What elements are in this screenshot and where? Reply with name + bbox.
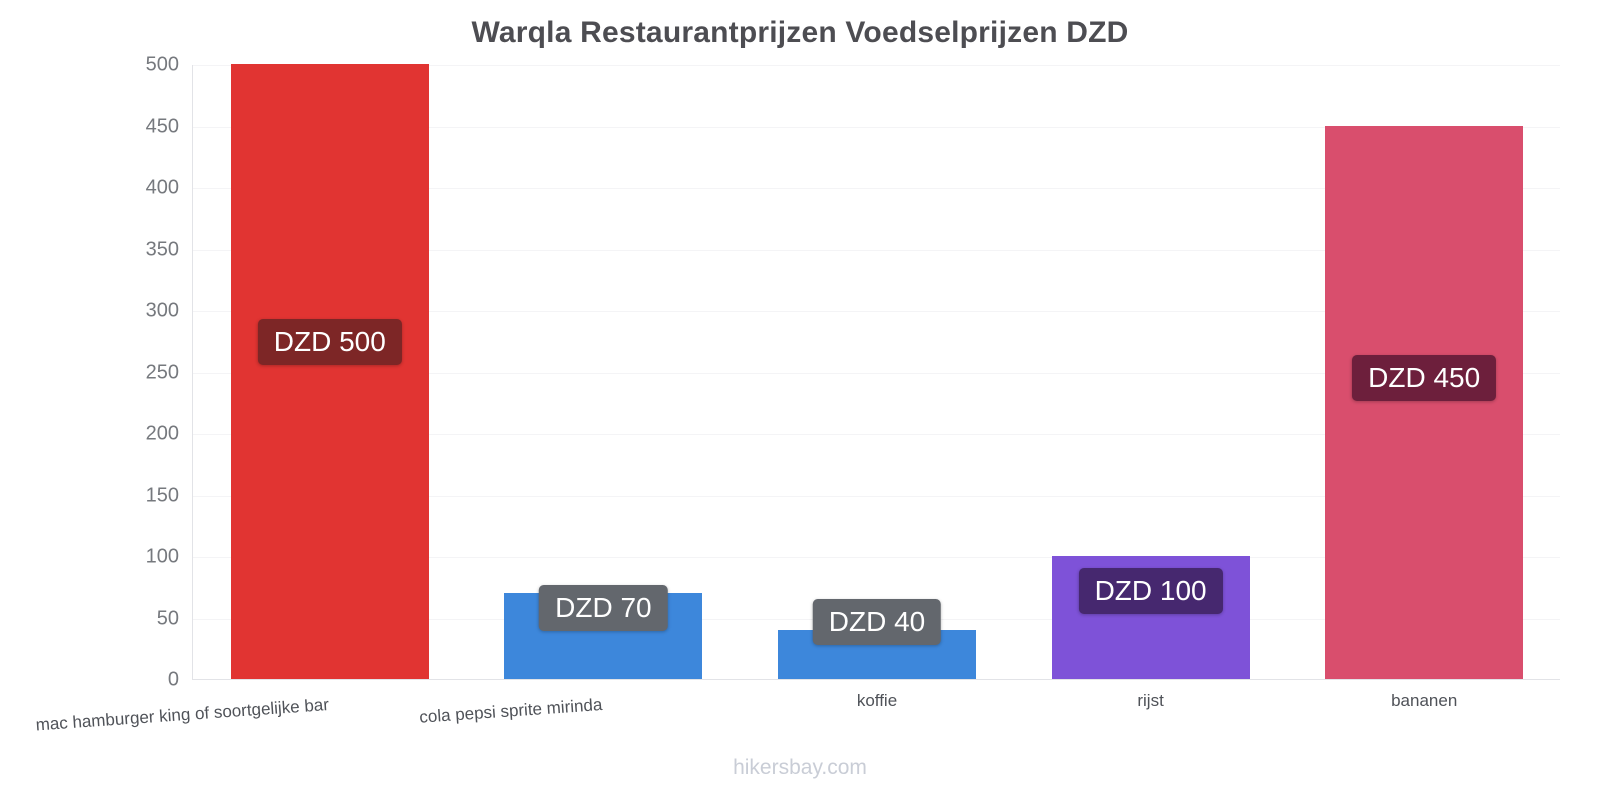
x-axis-label-mac-hamburger-king-of-so: mac hamburger king of soortgelijke bar xyxy=(34,695,330,735)
x-axis-label-bananen: bananen xyxy=(1391,691,1458,710)
bar-value-label: DZD 450 xyxy=(1352,354,1497,401)
y-tick-label: 50 xyxy=(156,607,179,629)
y-tick-label: 300 xyxy=(145,299,179,322)
gridline xyxy=(193,65,1560,66)
bar-bananen: DZD 450 xyxy=(1325,125,1524,679)
watermark: hikersbay.com xyxy=(733,756,867,779)
gridline xyxy=(193,495,1560,497)
y-tick-label: 100 xyxy=(145,545,179,568)
chart-title: Warqla Restaurantprijzen Voedselprijzen … xyxy=(471,16,1129,49)
y-tick-label: 450 xyxy=(145,115,179,137)
x-axis-labels: mac hamburger king of soortgelijke bar co… xyxy=(35,679,1560,749)
y-tick-label: 500 xyxy=(145,53,179,76)
y-tick-label: 400 xyxy=(145,176,179,199)
gridline xyxy=(193,249,1560,251)
y-tick-label: 250 xyxy=(145,361,179,383)
y-tick-label: 150 xyxy=(145,484,179,506)
x-axis-label-rijst: rijst xyxy=(1137,691,1164,710)
x-axis-label-cola-pepsi-sprite-mirind: cola pepsi sprite mirinda xyxy=(418,695,604,727)
bar-koffie: DZD 40 xyxy=(778,599,976,679)
y-tick-label: 350 xyxy=(145,238,179,260)
x-axis-label-koffie: koffie xyxy=(856,691,898,710)
plot-area: 0 50 100 150 200 250 300 350 400 450 500 DZD 500 DZ… xyxy=(35,54,1560,734)
bar-value-label: DZD 100 xyxy=(1078,568,1223,614)
gridline xyxy=(193,557,1560,558)
y-tick-label: 0 xyxy=(167,668,179,691)
bar-mac-hamburger-king-of-so: DZD 500 xyxy=(230,64,429,679)
bar-cola-pepsi-sprite-mirind: DZD 70 xyxy=(504,584,703,679)
gridline xyxy=(193,311,1560,312)
gridline xyxy=(193,188,1560,189)
gridline xyxy=(193,434,1560,435)
y-tick-label: 200 xyxy=(145,422,179,445)
bar-value-label: DZD 70 xyxy=(539,584,668,631)
bar-rijst: DZD 100 xyxy=(1051,556,1250,679)
gridline xyxy=(193,126,1560,128)
bar-value-label: DZD 500 xyxy=(257,319,402,366)
bar-value-label: DZD 40 xyxy=(812,599,942,646)
gridline xyxy=(193,372,1560,374)
